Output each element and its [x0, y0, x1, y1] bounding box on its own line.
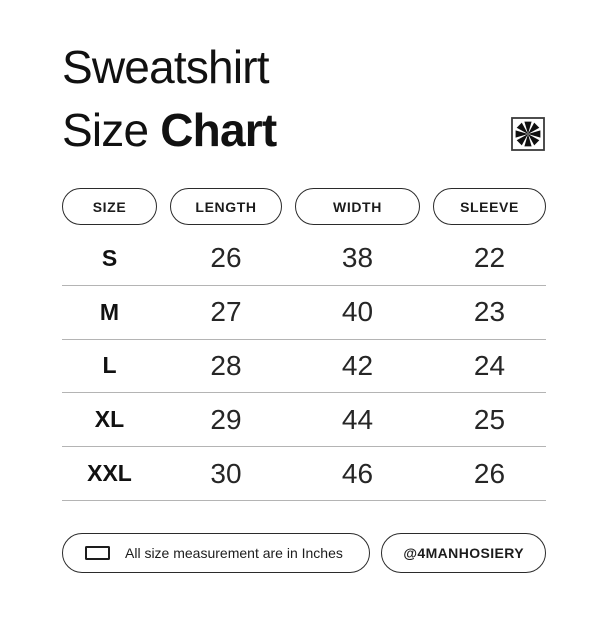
- title-line-2-regular: Size: [62, 104, 161, 156]
- cell-width: 42: [341, 349, 374, 381]
- cell-width: 38: [341, 242, 374, 274]
- cell-size: M: [99, 298, 120, 325]
- cell-sleeve: 23: [473, 296, 506, 328]
- cell-size: S: [101, 244, 118, 271]
- brand-handle-pill: @4MANHOSIERY: [381, 532, 546, 573]
- table-row-xxl: XXL 30 46 26: [62, 447, 546, 501]
- title-line-1: Sweatshirt: [62, 41, 270, 93]
- header: Sweatshirt Size Chart: [62, 36, 545, 162]
- column-pill-length: LENGTH: [170, 188, 282, 225]
- size-chart-table: S 26 38 22 M 27 40 23 L 28 42 24 XL 29 4…: [62, 232, 546, 501]
- cell-sleeve: 22: [473, 242, 506, 274]
- size-chart-page: Sweatshirt Size Chart SIZE LENGTH WIDTH S…: [0, 36, 600, 636]
- unit-note-pill: All size measurement are in Inches: [62, 532, 370, 573]
- measure-box-icon: [85, 545, 110, 560]
- footer: All size measurement are in Inches @4MAN…: [62, 532, 546, 573]
- cell-size: XXL: [87, 460, 132, 487]
- column-pill-sleeve: SLEEVE: [433, 188, 546, 225]
- cell-length: 26: [210, 242, 242, 274]
- cell-width: 46: [341, 457, 374, 489]
- cell-sleeve: 26: [473, 457, 506, 489]
- cell-length: 29: [210, 403, 242, 435]
- table-row-s: S 26 38 22: [62, 232, 546, 286]
- cell-sleeve: 25: [473, 403, 506, 435]
- brand-handle-text: @4MANHOSIERY: [403, 544, 524, 561]
- title-line-2-bold: Chart: [160, 104, 277, 156]
- table-row-m: M 27 40 23: [62, 286, 546, 340]
- column-pill-size: SIZE: [62, 188, 157, 225]
- cell-length: 28: [210, 349, 242, 381]
- cell-length: 30: [210, 457, 242, 489]
- page-title: Sweatshirt Size Chart: [62, 36, 277, 162]
- cell-length: 27: [210, 296, 242, 328]
- cell-size: L: [102, 352, 117, 379]
- cell-width: 44: [341, 403, 374, 435]
- cell-sleeve: 24: [473, 349, 506, 381]
- unit-note-text: All size measurement are in Inches: [125, 544, 343, 561]
- column-header-row: SIZE LENGTH WIDTH SLEEVE: [62, 188, 600, 225]
- burst-star-icon: [511, 117, 545, 151]
- cell-size: XL: [94, 406, 125, 433]
- column-pill-width: WIDTH: [295, 188, 420, 225]
- cell-width: 40: [341, 296, 374, 328]
- table-row-l: L 28 42 24: [62, 340, 546, 394]
- table-row-xl: XL 29 44 25: [62, 393, 546, 448]
